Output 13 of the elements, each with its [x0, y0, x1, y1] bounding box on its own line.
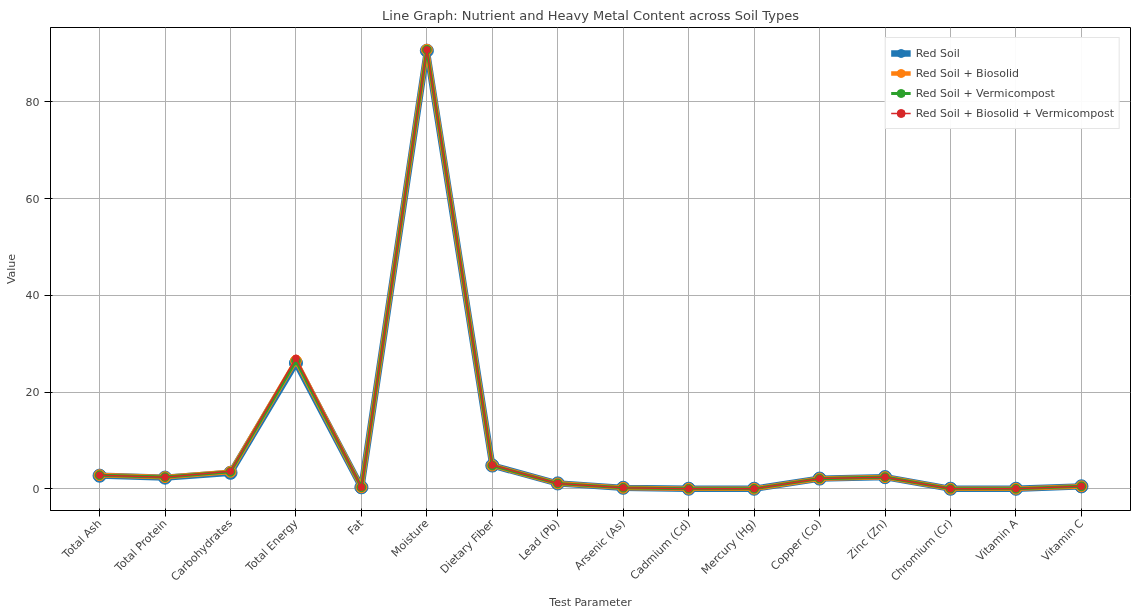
- y-axis-title: Value: [4, 253, 18, 285]
- legend-label: Red Soil + Biosolid: [915, 66, 1019, 80]
- y-tick-label: 0: [32, 482, 40, 496]
- y-tick-label: 40: [25, 289, 40, 303]
- x-tick-label: Fat: [345, 516, 367, 538]
- x-axis-title: Test Parameter: [548, 596, 633, 610]
- y-tick-label: 80: [25, 95, 40, 109]
- legend-label: Red Soil: [915, 46, 960, 60]
- legend-label: Red Soil + Biosolid + Vermicompost: [915, 106, 1114, 120]
- y-tick-label: 60: [25, 192, 40, 206]
- chart-title: Line Graph: Nutrient and Heavy Metal Content across Soil Types: [382, 7, 800, 23]
- legend-label: Red Soil + Vermicompost: [915, 86, 1055, 100]
- y-tick-label: 20: [25, 386, 40, 400]
